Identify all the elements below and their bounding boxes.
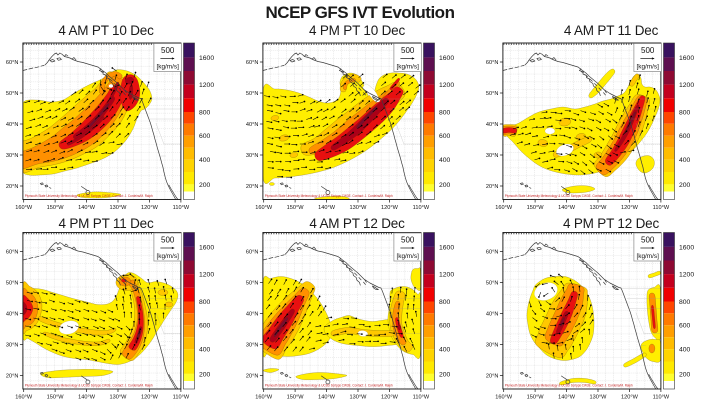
svg-text:NCEP GFS IVT Evolution: NCEP GFS IVT Evolution (266, 3, 455, 22)
svg-text:4 AM PT 10 Dec: 4 AM PT 10 Dec (58, 23, 154, 38)
svg-text:4 AM PT 12 Dec: 4 AM PT 12 Dec (309, 216, 405, 231)
svg-text:4 PM PT 11 Dec: 4 PM PT 11 Dec (59, 216, 154, 231)
svg-text:4 PM PT 10 Dec: 4 PM PT 10 Dec (309, 23, 405, 38)
svg-text:4 AM PT 11 Dec: 4 AM PT 11 Dec (564, 23, 659, 38)
svg-text:4 PM PT 12 Dec: 4 PM PT 12 Dec (563, 216, 659, 231)
